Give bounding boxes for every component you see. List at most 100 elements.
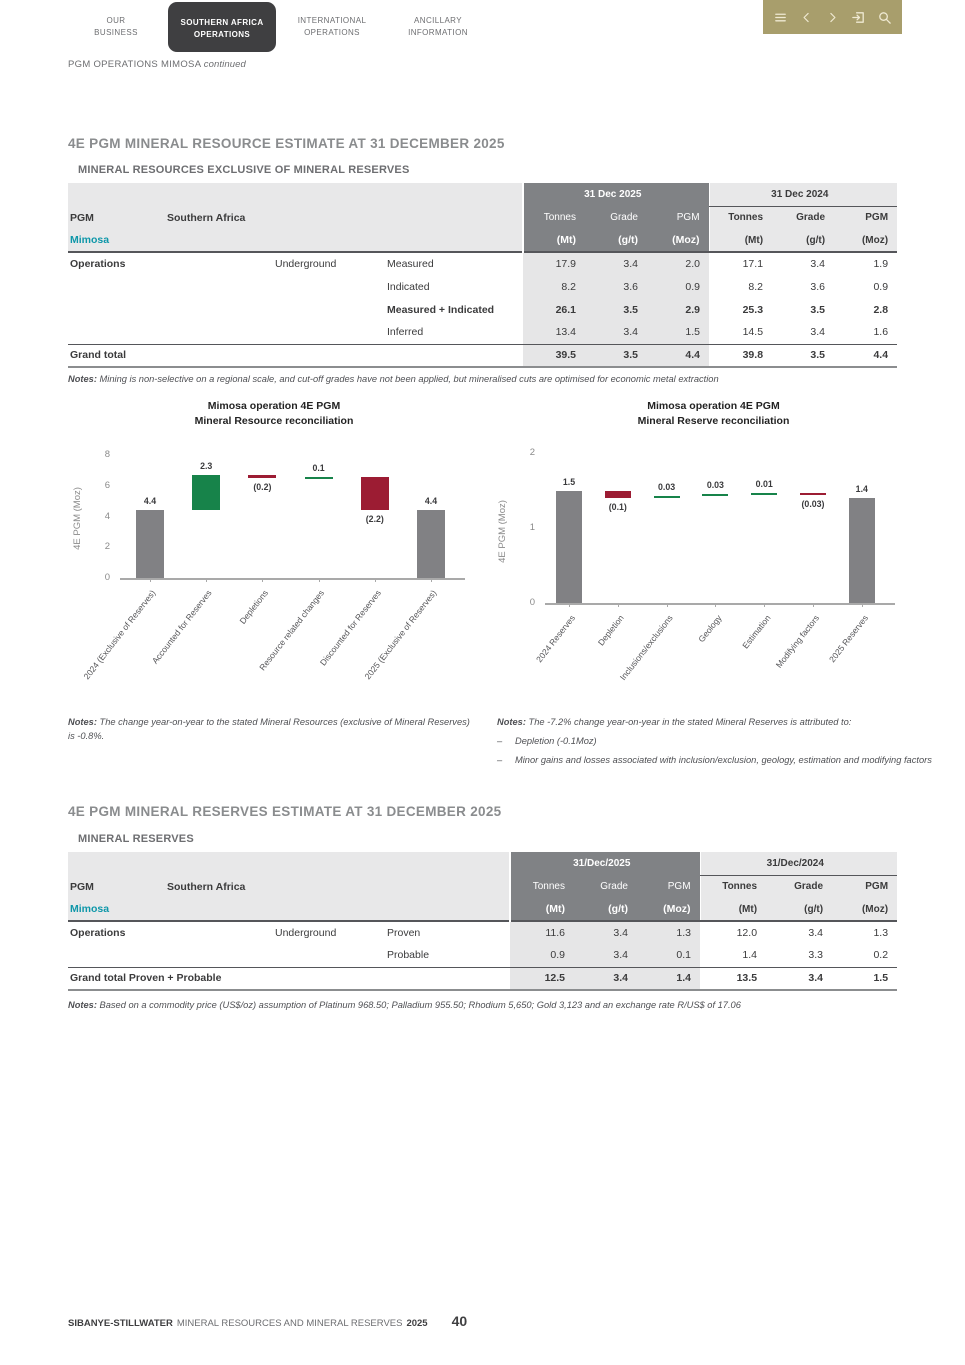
x-tick-mark <box>262 578 264 582</box>
bar-value-label: (0.03) <box>801 499 825 509</box>
chevron-left-icon[interactable] <box>797 8 815 26</box>
bar-value-label: (0.1) <box>608 502 627 512</box>
value-2024: 2.8 <box>873 303 889 316</box>
x-axis-line <box>545 603 895 605</box>
grand-total-row: Grand total 39.5 3.5 4.4 39.8 3.5 4.4 <box>68 343 898 368</box>
tab-label: SOUTHERN AFRICA <box>180 18 264 27</box>
measure-header-row: PGM Southern Africa Tonnes Grade PGM Ton… <box>68 206 898 229</box>
value-2025: 3.5 <box>585 343 647 368</box>
value-2025: 1.3 <box>637 920 701 944</box>
unit-header: (Moz) <box>834 229 898 252</box>
row-label: Inferred <box>387 326 424 339</box>
x-axis-label: Estimation <box>739 613 773 651</box>
y-tick-label: 0 <box>104 572 110 583</box>
footer-year: 2025 <box>406 1318 428 1329</box>
waterfall-bar <box>702 493 729 496</box>
tab-label: ANCILLARY <box>414 16 462 25</box>
bar-value-label: 0.1 <box>312 462 325 473</box>
bar-value-label: 4.4 <box>143 496 157 507</box>
row-label: Probable <box>387 949 430 962</box>
bar-value-label: 4.4 <box>424 496 438 507</box>
notes-label: Notes: <box>68 374 97 384</box>
chart-title-line2: Mineral Resource reconciliation <box>194 415 354 427</box>
row-label <box>165 251 273 275</box>
spacer-cell <box>68 852 510 875</box>
value-2024: 1.3 <box>832 920 898 944</box>
x-axis-label: Geology <box>695 613 724 645</box>
value-2025: 13.4 <box>523 321 585 344</box>
period-2024-header: 31 Dec 2024 <box>708 183 898 207</box>
tab-southern-africa-operations[interactable]: SOUTHERN AFRICA OPERATIONS <box>168 2 276 52</box>
value-2024: 0.2 <box>873 949 889 962</box>
x-axis-label: Modifying factors <box>773 613 821 670</box>
value-2025: 3.4 <box>574 944 637 967</box>
value-2024: 0.9 <box>873 280 889 293</box>
resources-section-heading: 4E PGM MINERAL RESOURCE ESTIMATE AT 31 D… <box>68 136 505 151</box>
page-footer: SIBANYE-STILLWATER MINERAL RESOURCES AND… <box>68 1313 471 1329</box>
unit-header: (Moz) <box>647 229 710 252</box>
unit-header: (Moz) <box>832 898 898 921</box>
value-2025: 0.9 <box>510 944 574 967</box>
value-2025: 17.9 <box>523 251 585 275</box>
x-axis-label: Depletion <box>595 613 626 648</box>
exit-icon[interactable] <box>850 8 868 26</box>
x-tick-mark <box>813 603 814 607</box>
value-2025: 11.6 <box>510 920 574 944</box>
waterfall-bar <box>848 498 875 603</box>
resources-table-body: Operations Underground Measured 17.9 3.4 2.0 1… <box>68 251 898 368</box>
value-2024: 17.1 <box>709 251 773 275</box>
row-label: Underground <box>273 920 385 944</box>
row-label <box>273 944 385 967</box>
row-label <box>165 321 273 344</box>
footer-brand: SIBANYE-STILLWATER <box>68 1318 173 1329</box>
row-label <box>165 275 273 298</box>
value-2024: 1.6 <box>873 326 889 339</box>
period-header-row: 31 Dec 2025 31 Dec 2024 <box>68 183 898 207</box>
search-icon[interactable] <box>876 8 894 26</box>
col-header: Tonnes <box>509 875 574 898</box>
value-2025: 39.5 <box>523 343 585 368</box>
tab-label: OPERATIONS <box>193 29 251 39</box>
value-2024: 3.4 <box>766 966 833 991</box>
col-header: Grade <box>585 206 647 229</box>
breadcrumb: PGM OPERATIONS MIMOSA continued <box>68 59 246 70</box>
row-label: Measured + Indicated <box>387 303 495 316</box>
toolbar <box>763 0 902 34</box>
waterfall-bar <box>304 476 333 479</box>
bullet-marker: – <box>497 754 503 765</box>
waterfall-bar <box>417 510 445 578</box>
bar-value-label: (2.2) <box>365 514 384 525</box>
x-axis-label: Resource related changes <box>257 588 327 673</box>
footer-title: MINERAL RESOURCES AND MINERAL RESERVES <box>176 1318 403 1329</box>
chevron-right-icon[interactable] <box>823 8 841 26</box>
bar-value-label: 0.01 <box>755 478 773 489</box>
period-2024-header: 31/Dec/2024 <box>699 852 898 876</box>
value-2024: 1.5 <box>832 966 898 991</box>
notes-label: Notes: <box>497 717 526 727</box>
y-tick-label: 6 <box>104 479 110 491</box>
value-2024: 13.5 <box>700 966 767 991</box>
breadcrumb-text: PGM OPERATIONS MIMOSA <box>68 59 201 70</box>
col-header: PGM <box>832 875 898 898</box>
bar-value-label: 2.3 <box>200 460 213 471</box>
menu-icon[interactable] <box>771 8 789 26</box>
tab-ancillary-information[interactable]: ANCILLARY INFORMATION <box>396 15 480 38</box>
bullet-text: Depletion (-0.1Moz) <box>515 735 597 746</box>
col-header: Tonnes <box>699 875 767 898</box>
tab-international-operations[interactable]: INTERNATIONAL OPERATIONS <box>288 15 376 38</box>
tab-our-business[interactable]: OUR BUSINESS <box>80 15 152 38</box>
bullet-marker: – <box>497 735 503 746</box>
resources-table-notes: Notes: Mining is non-selective on a regi… <box>68 373 897 386</box>
table-row: Measured + Indicated 26.1 3.5 2.9 25.3 3.5 2.8 <box>68 298 897 321</box>
row-label <box>68 321 165 344</box>
unit-header-row: Mimosa (Mt) (g/t) (Moz) (Mt) (g/t) (Moz) <box>68 898 898 921</box>
x-tick-mark <box>715 603 717 607</box>
x-axis-line <box>120 578 465 580</box>
tab-label: OPERATIONS <box>304 27 360 37</box>
reserve-reconciliation-chart: Mimosa operation 4E PGM Mineral Reserve … <box>497 398 930 718</box>
value-2025: 1.4 <box>637 966 701 991</box>
table-row: Probable 0.9 3.4 0.1 1.4 3.3 0.2 <box>68 944 897 967</box>
region-label: Southern Africa <box>165 206 523 229</box>
x-axis-label: Discounted for Reserves <box>317 588 383 668</box>
